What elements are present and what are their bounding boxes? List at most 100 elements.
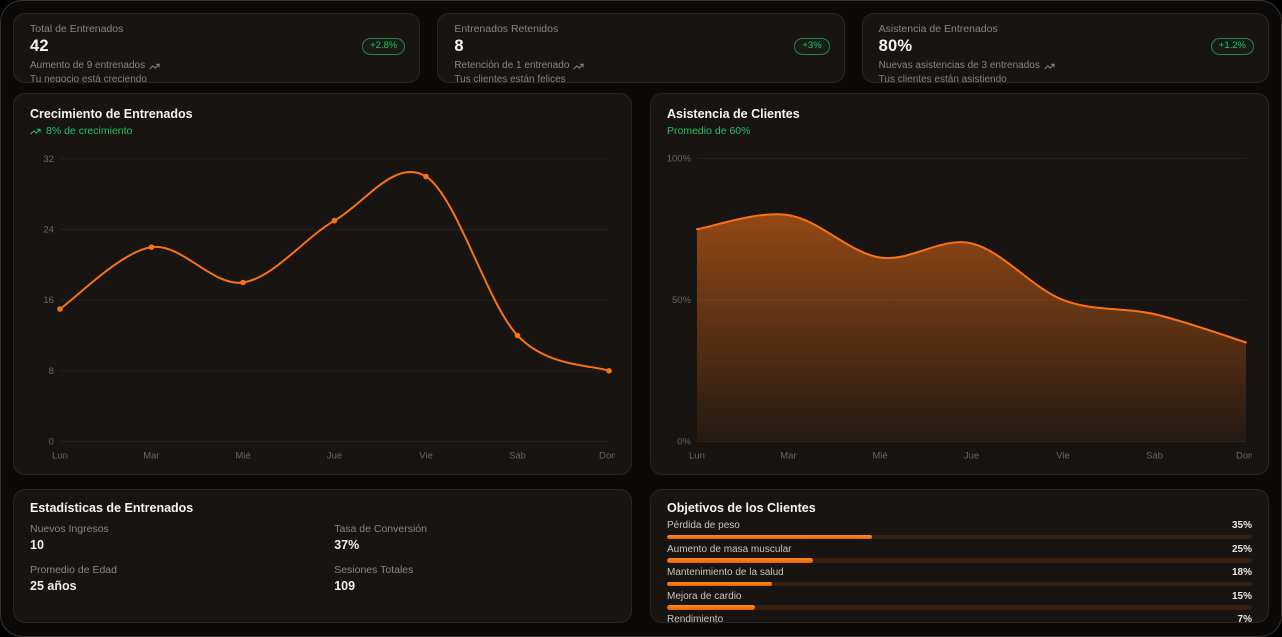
attendance-area-chart: 0% 50% 100% Lun Mar Mié Jue Vie Sáb Dom (667, 153, 1252, 461)
card-title: Objetivos de los Clientes (667, 501, 816, 515)
stat-trend: Retención de 1 entrenado (454, 60, 827, 72)
goal-list: Pérdida de peso 35% Aumento de masa musc… (667, 520, 1252, 623)
progress-fill (667, 558, 814, 563)
trainee-stats-grid: Nuevos Ingresos 10 Tasa de Conversión 37… (30, 523, 615, 594)
stat-trend-text: Retención de 1 entrenado (454, 60, 570, 71)
stat-card-total-trainees: Total de Entrenados 42 +2.8% Aumento de … (13, 13, 421, 83)
stat-value: 80% (878, 37, 913, 55)
svg-text:0%: 0% (677, 436, 691, 447)
chart-header: Asistencia de Clientes Promedio de 60% (667, 107, 1252, 138)
mini-stat-label: Nuevos Ingresos (30, 523, 109, 535)
mini-stat-label: Promedio de Edad (30, 564, 117, 576)
goal-row-muscle-gain: Aumento de masa muscular 25% (667, 544, 1252, 563)
stat-card-attendance: Asistencia de Entrenados 80% +1.2% Nueva… (861, 13, 1269, 83)
mini-stat-value: 109 (334, 579, 356, 593)
stat-label: Total de Entrenados (30, 23, 124, 35)
goal-value: 25% (1231, 543, 1252, 555)
stat-label: Entrenados Retenidos (454, 23, 559, 35)
goal-row-cardio: Mejora de cardio 15% (667, 591, 1252, 610)
svg-text:50%: 50% (672, 295, 692, 306)
goal-label: Mantenimiento de la salud (667, 567, 784, 578)
chart-subtitle-text: Promedio de 60% (667, 125, 751, 137)
trending-up-icon (30, 128, 41, 135)
stat-trend: Aumento de 9 entrenados (30, 60, 403, 72)
svg-text:Mié: Mié (235, 450, 250, 461)
svg-text:8: 8 (49, 366, 54, 377)
stat-note: Tus clientes están felices (454, 74, 566, 83)
goal-value: 15% (1231, 590, 1252, 602)
svg-text:Mar: Mar (780, 450, 796, 461)
stat-trend-text: Aumento de 9 entrenados (30, 60, 146, 71)
progress-fill (667, 581, 773, 586)
mini-stat-conversion-rate: Tasa de Conversión 37% (334, 523, 615, 553)
trending-up-icon (573, 63, 585, 69)
stat-card-retained-trainees: Entrenados Retenidos 8 +3% Retención de … (437, 13, 845, 83)
svg-text:32: 32 (43, 154, 54, 165)
trainee-stats-card: Estadísticas de Entrenados Nuevos Ingres… (13, 489, 632, 623)
mini-stat-new-signups: Nuevos Ingresos 10 (30, 523, 334, 553)
stat-note: Tus clientes están asistiendo (878, 74, 1007, 83)
goal-row-health-maintenance: Mantenimiento de la salud 18% (667, 567, 1252, 586)
mini-stat-total-sessions: Sesiones Totales 109 (334, 564, 615, 594)
client-goals-card: Objetivos de los Clientes Pérdida de pes… (650, 489, 1269, 623)
mini-stat-label: Tasa de Conversión (334, 523, 427, 535)
progress-track (667, 534, 1252, 539)
svg-text:Sáb: Sáb (509, 450, 526, 461)
svg-text:0: 0 (49, 436, 54, 447)
trend-badge: +3% (794, 38, 830, 55)
svg-text:Jue: Jue (964, 450, 979, 461)
progress-fill (667, 534, 872, 539)
progress-fill (667, 605, 755, 610)
charts-row: Crecimiento de Entrenados 8% de crecimie… (13, 93, 1269, 475)
goal-label: Aumento de masa muscular (667, 543, 792, 555)
progress-track (667, 605, 1252, 610)
svg-text:Vie: Vie (1056, 450, 1070, 461)
svg-text:Mié: Mié (872, 450, 887, 461)
svg-text:16: 16 (43, 295, 54, 306)
growth-chart-card: Crecimiento de Entrenados 8% de crecimie… (13, 93, 632, 475)
trend-badge: +1.2% (1210, 38, 1254, 55)
attendance-chart-card: Asistencia de Clientes Promedio de 60% 0… (650, 93, 1269, 475)
trending-up-icon (149, 63, 160, 69)
svg-text:Lun: Lun (689, 450, 705, 461)
svg-text:Dom: Dom (1236, 450, 1252, 461)
chart-header: Crecimiento de Entrenados 8% de crecimie… (30, 107, 615, 138)
chart-subtitle: Promedio de 60% (667, 125, 1252, 138)
stat-trend-text: Nuevas asistencias de 3 entrenados (878, 60, 1040, 71)
svg-text:Vie: Vie (419, 450, 433, 461)
card-title: Estadísticas de Entrenados (30, 501, 194, 515)
stat-value: 8 (454, 37, 464, 55)
mini-stat-value: 25 años (30, 579, 77, 593)
chart-subtitle: 8% de crecimiento (30, 125, 615, 138)
progress-track (667, 581, 1252, 586)
stat-label: Asistencia de Entrenados (878, 23, 998, 35)
mini-stat-value: 37% (334, 538, 360, 552)
trending-up-icon (1044, 63, 1055, 69)
trend-badge: +2.8% (362, 38, 406, 55)
goal-value: 7% (1237, 614, 1252, 623)
svg-text:Mar: Mar (143, 450, 159, 461)
svg-text:Sáb: Sáb (1146, 450, 1163, 461)
chart-title: Asistencia de Clientes (667, 107, 800, 121)
chart-subtitle-text: 8% de crecimiento (46, 125, 133, 137)
stat-trend: Nuevas asistencias de 3 entrenados (879, 60, 1252, 72)
stat-cards-row: Total de Entrenados 42 +2.8% Aumento de … (13, 13, 1269, 83)
stat-value: 42 (30, 37, 49, 55)
stat-note: Tu negocio está creciendo (30, 74, 147, 83)
svg-text:24: 24 (43, 224, 54, 235)
goal-label: Rendimiento (667, 614, 724, 623)
mini-stat-average-age: Promedio de Edad 25 años (30, 564, 334, 594)
goal-label: Mejora de cardio (667, 590, 742, 602)
bottom-row: Estadísticas de Entrenados Nuevos Ingres… (13, 489, 1269, 623)
svg-text:Jue: Jue (327, 450, 342, 461)
svg-text:100%: 100% (667, 153, 692, 164)
growth-line-chart: 0 8 16 24 32 Lun Mar Mié Jue Vie Sáb Dom (43, 154, 615, 462)
chart-title: Crecimiento de Entrenados (30, 107, 193, 121)
progress-track (667, 558, 1252, 563)
goal-value: 35% (1231, 520, 1252, 531)
goal-label: Pérdida de peso (667, 520, 740, 531)
svg-text:Dom: Dom (599, 450, 615, 461)
svg-text:Lun: Lun (52, 450, 68, 461)
mini-stat-value: 10 (30, 538, 44, 552)
